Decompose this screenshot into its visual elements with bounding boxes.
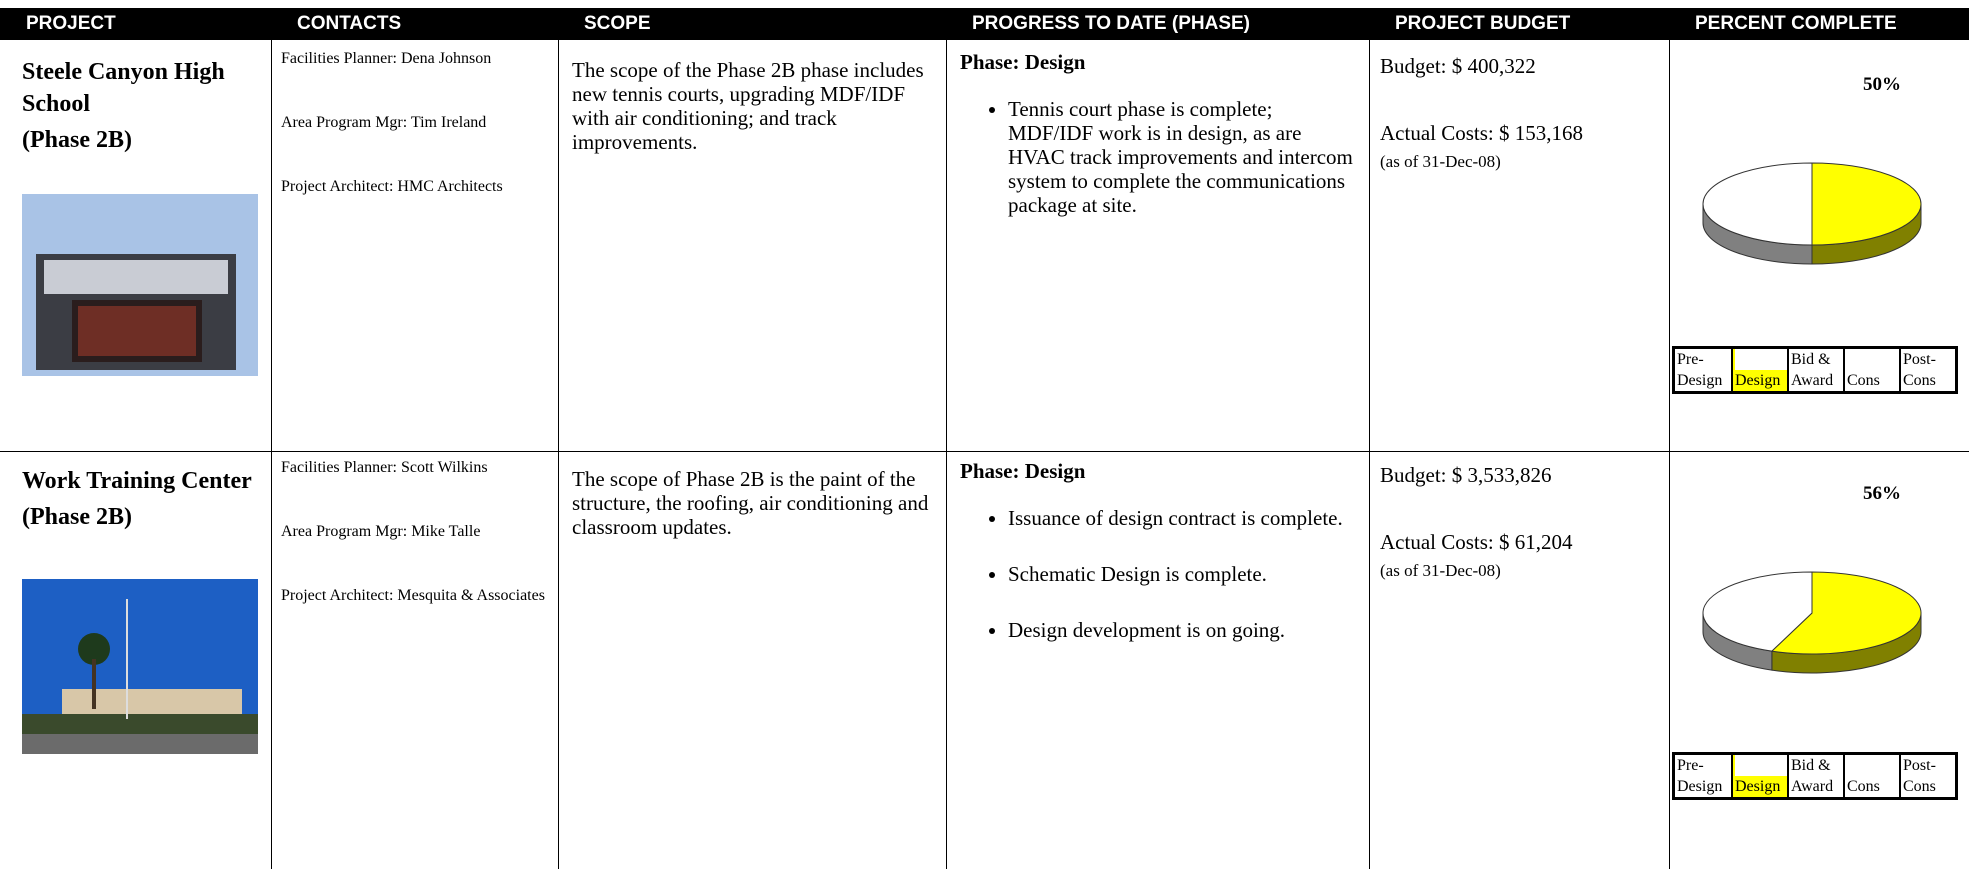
contact: Area Program Mgr: Mike Talle	[281, 523, 481, 540]
progress-item: Design development is on going.	[1008, 618, 1359, 642]
phase-label: Post-	[1903, 757, 1936, 774]
phase-label: Design	[1677, 372, 1723, 389]
pie-chart	[1702, 571, 1922, 674]
header-cell: PROJECT	[0, 8, 271, 40]
tree	[78, 633, 110, 665]
road	[22, 734, 258, 754]
phase-box: Bid & Award	[1787, 755, 1843, 797]
phase-label: Design	[1677, 778, 1723, 795]
percent-label: 56%	[1863, 483, 1901, 504]
phase-label	[1847, 755, 1899, 776]
phase-label: Cons	[1903, 778, 1936, 795]
column-border	[946, 40, 947, 869]
scope-text: The scope of the Phase 2B phase includes…	[572, 58, 924, 154]
phase-label: Design	[1735, 372, 1781, 389]
header-cell: PROGRESS TO DATE (PHASE)	[946, 8, 1369, 40]
phase-label: Cons	[1847, 778, 1880, 795]
sign-top	[44, 260, 228, 294]
percent-label: 50%	[1863, 74, 1901, 95]
phase-label: Bid &	[1791, 757, 1831, 774]
phase-box: Post- Cons	[1899, 755, 1955, 797]
phase-box: Design	[1731, 755, 1787, 797]
project-name: (Phase 2B)	[22, 504, 132, 530]
phase-label	[1735, 755, 1787, 776]
actual-costs: Actual Costs: $ 61,204	[1380, 530, 1573, 554]
contact: Facilities Planner: Scott Wilkins	[281, 459, 488, 476]
sign-led-text	[78, 306, 196, 356]
scope-cell: The scope of Phase 2B is the paint of th…	[572, 467, 938, 539]
header-cell: PROJECT BUDGET	[1369, 8, 1669, 40]
project-photo	[22, 194, 258, 376]
column-border	[1369, 40, 1370, 869]
percent-cell: 50% Pre- Design Design Bid & Award Cons Post- Co…	[1670, 44, 1969, 451]
progress-cell: Phase: Design Tennis court phase is compl…	[960, 50, 1359, 249]
progress-item: Issuance of design contract is complete.	[1008, 506, 1359, 530]
phase-box: Pre- Design	[1675, 755, 1731, 797]
phase-label: Post-	[1903, 351, 1936, 368]
progress-list: Tennis court phase is complete; MDF/IDF …	[960, 97, 1359, 217]
column-border	[271, 40, 272, 869]
pie-slice	[1811, 162, 1922, 246]
budget: Budget: $ 400,322	[1380, 54, 1536, 78]
percent-cell: 56% Pre- Design Design Bid & Award Cons Post- Co…	[1670, 453, 1969, 869]
pie-slice	[1770, 571, 1922, 655]
progress-cell: Phase: Design Issuance of design contract…	[960, 459, 1359, 674]
phase-label: Bid &	[1791, 351, 1831, 368]
phase-label	[1847, 349, 1899, 370]
project-cell: Steele Canyon High School (Phase 2B)	[22, 56, 262, 381]
phase-label: Award	[1791, 372, 1834, 389]
phase-box: Design	[1731, 349, 1787, 391]
phase-label	[1735, 349, 1787, 370]
budget-cell: Budget: $ 400,322 Actual Costs: $ 153,168…	[1380, 54, 1664, 172]
phase-label: Pre-	[1677, 757, 1704, 774]
phase-title: Phase: Design	[960, 50, 1086, 74]
header-cell: SCOPE	[558, 8, 946, 40]
phase-box: Pre- Design	[1675, 349, 1731, 391]
column-border	[1669, 40, 1670, 869]
project-photo	[22, 579, 258, 754]
phase-label: Design	[1735, 778, 1781, 795]
contact: Facilities Planner: Dena Johnson	[281, 50, 492, 67]
pie-chart	[1702, 162, 1922, 265]
phase-label: Award	[1791, 778, 1834, 795]
budget: Budget: $ 3,533,826	[1380, 463, 1552, 487]
contacts-cell: Facilities Planner: Dena Johnson Area Pro…	[281, 50, 554, 242]
as-of-date: (as of 31-Dec-08)	[1380, 152, 1501, 171]
progress-list: Issuance of design contract is complete.…	[960, 506, 1359, 642]
scope-cell: The scope of the Phase 2B phase includes…	[572, 58, 938, 154]
pie-remainder	[1702, 571, 1813, 652]
project-name: (Phase 2B)	[22, 127, 132, 153]
phase-box: Bid & Award	[1787, 349, 1843, 391]
progress-item: Tennis court phase is complete; MDF/IDF …	[1008, 97, 1359, 217]
phase-box: Cons	[1843, 755, 1899, 797]
phase-box: Cons	[1843, 349, 1899, 391]
phase-title: Phase: Design	[960, 459, 1086, 483]
phase-label: Pre-	[1677, 351, 1704, 368]
as-of-date: (as of 31-Dec-08)	[1380, 561, 1501, 580]
contact: Area Program Mgr: Tim Ireland	[281, 114, 487, 131]
trunk	[92, 659, 96, 709]
progress-item: Schematic Design is complete.	[1008, 562, 1359, 586]
contact: Project Architect: Mesquita & Associates	[281, 587, 545, 604]
column-border	[558, 40, 559, 869]
scope-text: The scope of Phase 2B is the paint of th…	[572, 467, 929, 539]
phase-label: Cons	[1847, 372, 1880, 389]
header-cell: CONTACTS	[271, 8, 558, 40]
project-name: Steele Canyon High School	[22, 59, 225, 117]
budget-cell: Budget: $ 3,533,826 Actual Costs: $ 61,20…	[1380, 463, 1664, 581]
contacts-cell: Facilities Planner: Scott Wilkins Area Pr…	[281, 459, 554, 651]
project-name: Work Training Center	[22, 468, 252, 494]
phase-legend: Pre- Design Design Bid & Award Cons Post- Cons	[1672, 346, 1958, 394]
phase-box: Post- Cons	[1899, 349, 1955, 391]
pie-remainder	[1702, 162, 1813, 246]
phase-label: Cons	[1903, 372, 1936, 389]
contact: Project Architect: HMC Architects	[281, 178, 503, 195]
header-cell: PERCENT COMPLETE	[1669, 8, 1969, 40]
actual-costs: Actual Costs: $ 153,168	[1380, 121, 1583, 145]
project-cell: Work Training Center (Phase 2B)	[22, 465, 262, 759]
phase-legend: Pre- Design Design Bid & Award Cons Post- Cons	[1672, 752, 1958, 800]
row-border	[0, 451, 1969, 452]
